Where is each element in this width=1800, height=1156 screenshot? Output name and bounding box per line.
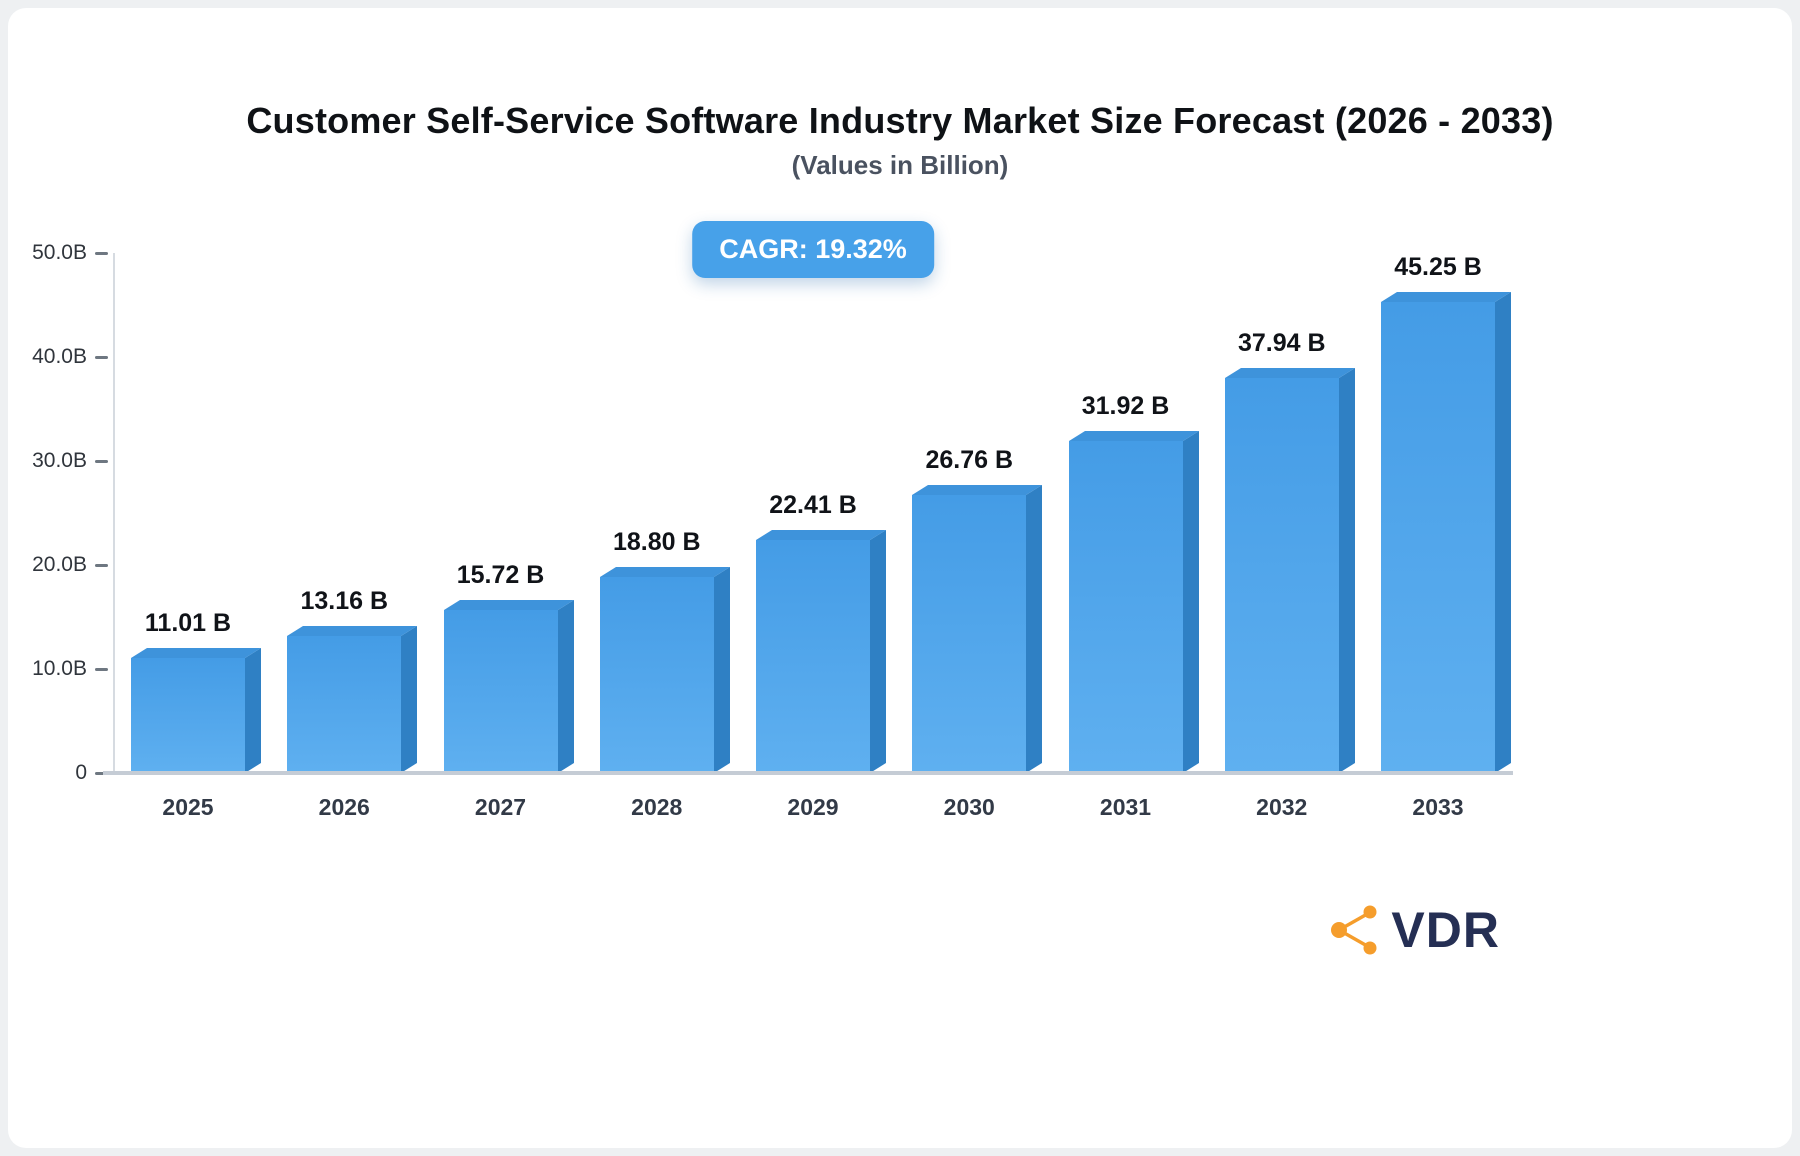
bar-value-label: 18.80 B xyxy=(612,528,701,556)
bar-2028 xyxy=(599,567,730,773)
bar-side-face xyxy=(1495,292,1511,773)
bar-2031 xyxy=(1068,431,1199,773)
bar-2029 xyxy=(756,530,887,773)
bar-side-face xyxy=(870,530,886,773)
y-axis-tick-label: 30.0B xyxy=(32,449,87,472)
y-axis-tick: 40.0B xyxy=(32,345,108,369)
y-axis-tick-label: 50.0B xyxy=(32,241,87,264)
bar-top-face xyxy=(131,648,262,658)
y-axis-tick-mark xyxy=(95,459,108,463)
x-axis-label: 2026 xyxy=(318,794,370,820)
bar-top-face xyxy=(1381,292,1512,302)
bar-group-2029: 22.41 B 2029 xyxy=(738,253,888,820)
bar-front-face xyxy=(1224,378,1339,773)
bar-top-face xyxy=(599,567,730,577)
bar-2030 xyxy=(912,485,1043,773)
share-network-icon xyxy=(1331,905,1377,955)
x-axis-line xyxy=(103,771,1513,775)
chart-title: Customer Self-Service Software Industry … xyxy=(246,100,1554,141)
bar-side-face xyxy=(245,648,261,773)
x-axis-label: 2033 xyxy=(1412,794,1464,820)
bar-side-face xyxy=(1338,368,1355,773)
bar-value-label: 11.01 B xyxy=(144,609,232,637)
bar-top-face xyxy=(912,485,1043,495)
x-axis-label: 2031 xyxy=(1099,794,1152,820)
bar-top-face xyxy=(443,600,574,610)
bar-group-2026: 13.16 B 2026 xyxy=(269,253,419,820)
y-axis-tick: 50.0B xyxy=(32,241,108,265)
y-axis-tick-label: 0 xyxy=(75,761,87,784)
bar-group-2025: 11.01 B 2025 xyxy=(113,253,263,820)
y-axis-tick: 20.0B xyxy=(32,553,108,577)
bar-front-face xyxy=(1068,441,1183,773)
bar-2027 xyxy=(443,600,574,773)
bar-top-face xyxy=(287,626,418,636)
bar-side-face xyxy=(713,567,730,773)
x-axis-label: 2032 xyxy=(1256,794,1308,820)
y-axis-tick: 10.0B xyxy=(32,657,108,681)
y-axis-line xyxy=(113,253,115,773)
bar-group-2032: 37.94 B 2032 xyxy=(1207,253,1357,820)
bar-group-2028: 18.80 B 2028 xyxy=(582,253,732,820)
bar-top-face xyxy=(756,530,887,540)
x-axis-label: 2025 xyxy=(162,794,214,820)
bar-top-face xyxy=(1224,368,1355,378)
bar-value-label: 37.94 B xyxy=(1237,329,1326,357)
chart-subtitle: (Values in Billion) xyxy=(791,150,1009,180)
y-axis: 50.0B 40.0B 30.0B 20.0B 10.0B 0 xyxy=(32,241,113,784)
cagr-badge: CAGR: 19.32% xyxy=(692,221,934,278)
bar-group-2033: 45.25 B 2033 xyxy=(1363,253,1513,820)
bar-front-face xyxy=(1381,302,1495,773)
bar-value-label: 15.72 B xyxy=(456,561,545,589)
bar-value-label: 45.25 B xyxy=(1394,253,1482,281)
bar-front-face xyxy=(443,610,558,773)
bar-side-face xyxy=(401,626,418,773)
bar-2025 xyxy=(131,648,262,773)
x-axis-label: 2028 xyxy=(631,794,683,820)
y-axis-tick-label: 10.0B xyxy=(32,657,87,680)
bar-side-face xyxy=(1182,431,1199,773)
bar-value-label: 22.41 B xyxy=(769,491,857,519)
y-axis-tick-mark xyxy=(95,563,108,567)
bar-side-face xyxy=(1026,485,1043,773)
y-axis-tick: 30.0B xyxy=(32,449,108,473)
bar-2033 xyxy=(1381,292,1512,773)
bar-group-2030: 26.76 B 2030 xyxy=(894,253,1044,820)
x-axis-label: 2030 xyxy=(943,794,995,820)
bar-front-face xyxy=(287,636,402,773)
y-axis-tick-label: 20.0B xyxy=(32,553,87,576)
bar-value-label: 31.92 B xyxy=(1081,392,1170,420)
bar-front-face xyxy=(131,658,245,773)
plot-area: 11.01 B 2025 13.16 B 2026 15.72 B 2027 18.80 B… xyxy=(103,253,1513,820)
bar-value-label: 13.16 B xyxy=(300,587,389,615)
bar-front-face xyxy=(912,495,1027,773)
x-axis-label: 2027 xyxy=(474,794,527,820)
y-axis-tick-mark xyxy=(95,251,108,255)
bar-top-face xyxy=(1068,431,1199,441)
y-axis-tick-mark xyxy=(95,771,108,775)
bar-group-2031: 31.92 B 2031 xyxy=(1051,253,1201,820)
bar-side-face xyxy=(557,600,574,773)
bar-2032 xyxy=(1224,368,1355,773)
vdr-logo-text: VDR xyxy=(1391,902,1500,958)
bar-2026 xyxy=(287,626,418,773)
bar-group-2027: 15.72 B 2027 xyxy=(426,253,576,820)
x-axis-label: 2029 xyxy=(787,794,839,820)
chart-card: Customer Self-Service Software Industry … xyxy=(8,8,1792,1148)
y-axis-tick-mark xyxy=(95,667,108,671)
y-axis-tick-mark xyxy=(95,355,108,359)
y-axis-tick-label: 40.0B xyxy=(32,345,87,368)
bar-front-face xyxy=(599,577,714,773)
bar-value-label: 26.76 B xyxy=(925,446,1014,474)
bar-front-face xyxy=(756,540,870,773)
y-axis-tick: 0 xyxy=(75,761,108,785)
vdr-logo: VDR xyxy=(1327,901,1500,959)
chart-area: 50.0B 40.0B 30.0B 20.0B 10.0B 0 11.01 B 2025 13… xyxy=(32,241,1516,820)
